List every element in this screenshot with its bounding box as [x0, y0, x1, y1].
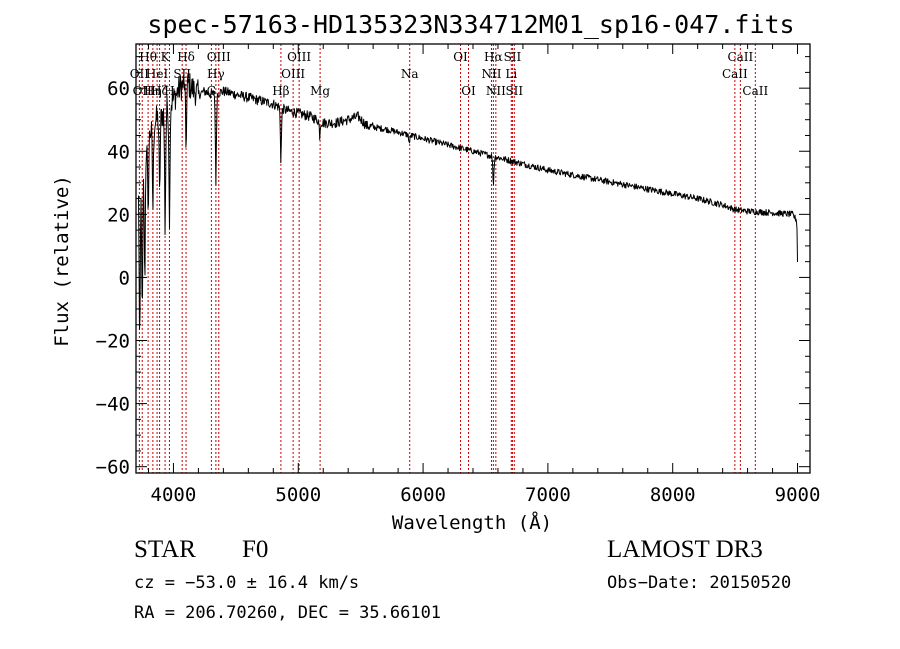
line-marker-label: OIII [207, 50, 231, 64]
line-marker-label: CaII [742, 84, 768, 98]
spectrum-chart: spec-57163-HD135323N334712M01_sp16-047.f… [51, 10, 821, 534]
y-tick-label: 40 [107, 141, 130, 163]
line-marker-label: OII [133, 84, 153, 98]
y-tick-label: 20 [107, 204, 130, 226]
line-marker-label: Hδ [177, 50, 195, 64]
line-marker-label: OI [461, 84, 476, 98]
line-marker-label: Hγ [207, 67, 225, 81]
line-marker-label: OII [130, 67, 150, 81]
x-tick-label: 6000 [400, 484, 446, 506]
line-marker-label: Mg [310, 84, 330, 98]
y-tick-label: −40 [96, 394, 130, 416]
x-tick-label: 8000 [650, 484, 696, 506]
y-tick-label: 0 [119, 267, 130, 289]
object-subclass: F0 [242, 536, 269, 563]
line-marker-label: Na [401, 67, 419, 81]
line-marker-label: CaII [722, 67, 748, 81]
line-marker-label: CaII [727, 50, 753, 64]
line-marker-label: OI [453, 50, 468, 64]
line-marker-label: Li [505, 67, 517, 81]
redshift-value: cz = −53.0 ± 16.4 km/s [134, 573, 360, 593]
line-marker-label: SII [173, 67, 191, 81]
y-tick-label: −60 [96, 457, 130, 479]
line-marker-label: K [161, 50, 171, 64]
line-marker-label: NII [481, 67, 501, 81]
plot-frame [135, 43, 811, 474]
line-marker-label: H [164, 84, 174, 98]
line-marker-label-group: OIIOIIHθHηHeIHζKHHδSIIGHγOIIIHβOIIIOIIIM… [130, 50, 769, 98]
line-marker-label: SII [505, 84, 523, 98]
survey-name: LAMOST DR3 [607, 536, 763, 563]
y-axis-label: Flux (relative) [51, 175, 73, 347]
x-axis-label: Wavelength (Å) [392, 511, 552, 534]
chart-title: spec-57163-HD135323N334712M01_sp16-047.f… [147, 10, 794, 39]
y-tick-label: −20 [96, 331, 130, 353]
line-marker-label: Hα [484, 50, 503, 64]
line-marker-label: Hζ [151, 84, 168, 98]
line-marker-group [138, 44, 756, 473]
spectrum-line [138, 73, 798, 330]
line-marker-label: SII [504, 50, 522, 64]
line-marker-label: NII [486, 84, 506, 98]
x-tick-label: 5000 [275, 484, 321, 506]
obs-date: Obs−Date: 20150520 [607, 573, 792, 593]
x-tick-label: 7000 [525, 484, 571, 506]
line-marker-label: OIII [281, 67, 305, 81]
x-tick-label: 4000 [151, 484, 197, 506]
object-class: STAR [134, 536, 196, 563]
x-tick-label: 9000 [775, 484, 821, 506]
line-marker-label: OIII [287, 50, 311, 64]
y-tick-label: 60 [107, 78, 130, 100]
y-axis: −60 −40 −20 0 20 40 60 [96, 56, 810, 479]
line-marker-label: Hθ [139, 50, 157, 64]
coordinates: RA = 206.70260, DEC = 35.66101 [134, 603, 442, 623]
line-marker-label: Hβ [272, 84, 289, 98]
line-marker-label: Hη [144, 84, 162, 98]
line-marker-label: HeI [146, 67, 169, 81]
x-axis: 4000 5000 6000 7000 8000 9000 [147, 44, 821, 506]
